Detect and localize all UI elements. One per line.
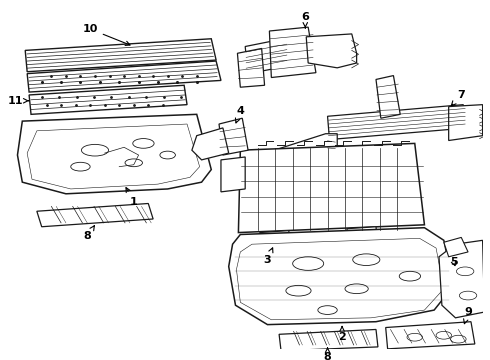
Polygon shape — [347, 227, 378, 249]
Polygon shape — [439, 240, 485, 318]
Polygon shape — [245, 39, 289, 74]
Polygon shape — [376, 76, 400, 118]
Polygon shape — [306, 34, 357, 68]
Text: 6: 6 — [301, 13, 309, 28]
Text: 7: 7 — [451, 90, 465, 105]
Polygon shape — [18, 114, 211, 194]
Text: 10: 10 — [82, 24, 130, 45]
Polygon shape — [192, 128, 229, 160]
Polygon shape — [27, 61, 221, 92]
Text: 11: 11 — [8, 96, 29, 106]
Text: 8: 8 — [324, 348, 331, 360]
Polygon shape — [239, 143, 424, 233]
Polygon shape — [270, 27, 316, 77]
Polygon shape — [449, 105, 483, 140]
Polygon shape — [238, 49, 265, 87]
Polygon shape — [229, 228, 454, 325]
Polygon shape — [29, 85, 187, 114]
Polygon shape — [327, 105, 468, 140]
Text: 8: 8 — [83, 226, 95, 242]
Polygon shape — [274, 134, 337, 163]
Polygon shape — [37, 203, 153, 227]
Polygon shape — [219, 118, 248, 155]
Polygon shape — [260, 231, 291, 254]
Text: 5: 5 — [450, 257, 457, 267]
Text: 4: 4 — [236, 107, 245, 123]
Polygon shape — [221, 157, 245, 192]
Text: 9: 9 — [464, 307, 472, 324]
Polygon shape — [444, 237, 468, 257]
Text: 3: 3 — [264, 248, 273, 265]
Polygon shape — [386, 322, 475, 349]
Polygon shape — [279, 329, 378, 351]
Text: 2: 2 — [338, 327, 346, 342]
Text: 1: 1 — [126, 188, 138, 207]
Polygon shape — [25, 39, 216, 72]
